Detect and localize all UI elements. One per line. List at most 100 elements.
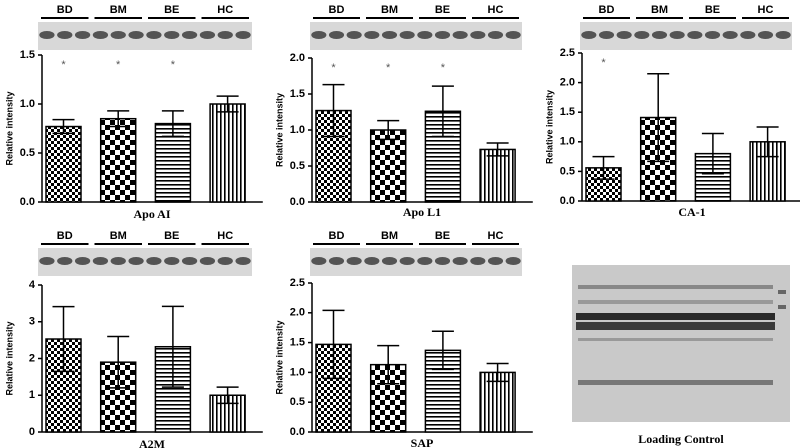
significance-mark: * xyxy=(116,59,121,71)
y-tick-label: 2.5 xyxy=(560,47,575,59)
bar xyxy=(369,129,407,203)
y-tick-label: 0.5 xyxy=(290,396,305,408)
x-axis-label: A2M xyxy=(139,437,165,448)
y-axis-label: Relative intensity xyxy=(4,321,14,395)
x-axis-label: CA-1 xyxy=(678,205,705,219)
blot-band xyxy=(417,257,433,265)
blot-label: HC xyxy=(488,230,504,242)
blot-band xyxy=(328,31,345,39)
blot-label: BE xyxy=(164,4,179,16)
significance-mark: * xyxy=(441,62,446,74)
blot-band xyxy=(74,31,91,39)
blot-band xyxy=(434,31,451,39)
blot-band xyxy=(92,31,109,39)
blot-band xyxy=(164,257,180,265)
y-tick-label: 0.5 xyxy=(20,147,35,159)
blot-band xyxy=(616,31,632,39)
y-tick-label: 0.5 xyxy=(290,160,305,172)
bar xyxy=(209,103,246,203)
blot-band xyxy=(434,257,451,265)
y-axis-label: Relative intensity xyxy=(544,90,554,164)
y-tick-label: 0.0 xyxy=(290,426,305,438)
blot-band xyxy=(235,31,251,39)
blot-band xyxy=(775,31,791,39)
y-tick-label: 1.5 xyxy=(290,88,305,100)
y-tick-label: 1 xyxy=(29,389,35,401)
blot-band xyxy=(217,31,233,39)
blot-label: BE xyxy=(435,230,450,242)
blot-band xyxy=(311,31,327,39)
blot-label: HC xyxy=(758,4,774,16)
blot xyxy=(580,22,792,50)
blot xyxy=(310,248,522,276)
blot-label: BE xyxy=(435,4,450,16)
blot-band xyxy=(74,257,91,265)
blot-label: BD xyxy=(57,230,73,242)
blot-band xyxy=(687,31,703,39)
blot-band xyxy=(128,257,144,265)
y-tick-label: 1.0 xyxy=(290,366,305,378)
blot-band xyxy=(181,31,198,39)
blot-band xyxy=(199,257,216,265)
y-axis-label: Relative intensity xyxy=(4,91,14,165)
y-tick-label: 2.5 xyxy=(290,277,305,289)
blot-band xyxy=(722,31,738,39)
blot-label: BM xyxy=(110,4,127,16)
y-tick-label: 1.0 xyxy=(20,98,35,110)
y-tick-label: 0.0 xyxy=(20,196,35,208)
blot-band xyxy=(381,31,398,39)
bar xyxy=(99,117,137,203)
blot-band xyxy=(757,31,774,39)
blot-band xyxy=(199,31,216,39)
y-tick-label: 0.0 xyxy=(560,195,575,207)
y-tick-label: 1.5 xyxy=(560,106,575,118)
blot-band xyxy=(57,257,73,265)
blot-band xyxy=(328,257,345,265)
blot-label: BM xyxy=(110,230,127,242)
blot-band xyxy=(487,31,504,39)
blot-label: BD xyxy=(599,4,615,16)
significance-mark: * xyxy=(171,59,176,71)
blot-band xyxy=(364,257,380,265)
blot-label: BM xyxy=(381,230,398,242)
blot-label: BD xyxy=(329,4,345,16)
blot-band xyxy=(704,31,721,39)
blot-band xyxy=(452,257,468,265)
blot-band xyxy=(164,31,180,39)
blot-label: BE xyxy=(705,4,720,16)
y-tick-label: 1.0 xyxy=(560,136,575,148)
y-tick-label: 3 xyxy=(29,316,35,328)
blot-band xyxy=(581,31,597,39)
y-tick-label: 0 xyxy=(29,426,35,438)
blot-band xyxy=(634,31,650,39)
blot-band xyxy=(39,257,55,265)
y-tick-label: 1.5 xyxy=(20,49,35,61)
blot-band xyxy=(128,31,144,39)
blot-label: HC xyxy=(217,4,233,16)
blot-band xyxy=(364,31,380,39)
blot xyxy=(38,248,252,276)
significance-mark: * xyxy=(601,57,606,69)
blot-band xyxy=(740,31,756,39)
bar xyxy=(479,148,516,203)
blot-band xyxy=(598,31,615,39)
blot-label: BM xyxy=(381,4,398,16)
significance-mark: * xyxy=(331,62,336,74)
blot-band xyxy=(399,257,415,265)
y-tick-label: 1.0 xyxy=(290,124,305,136)
blot-label: BE xyxy=(164,230,179,242)
blot-band xyxy=(39,31,55,39)
blot-band xyxy=(669,31,685,39)
blot-label: HC xyxy=(217,230,233,242)
blot-band xyxy=(346,257,362,265)
blot-band xyxy=(505,257,521,265)
blot-band xyxy=(651,31,668,39)
blot-label: BM xyxy=(651,4,668,16)
y-tick-label: 4 xyxy=(29,279,36,291)
y-axis-label: Relative intensity xyxy=(274,93,284,167)
blot-band xyxy=(381,257,398,265)
blot-band xyxy=(470,31,486,39)
blot-band xyxy=(470,257,486,265)
y-tick-label: 0.0 xyxy=(290,196,305,208)
x-axis-label: Apo AI xyxy=(133,207,170,221)
